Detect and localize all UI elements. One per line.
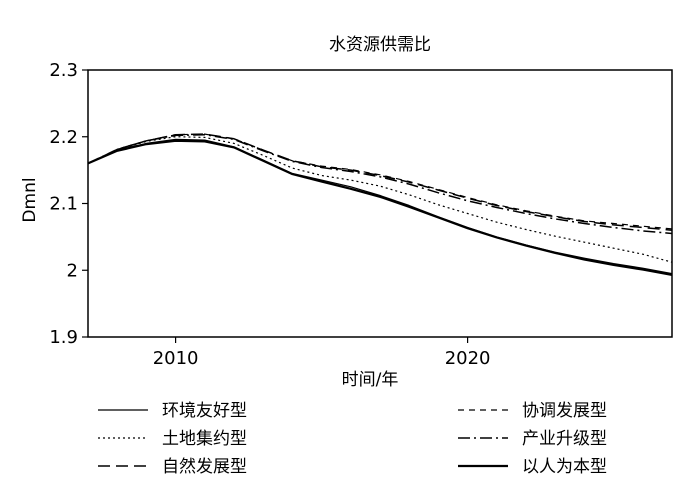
legend-label-5: 产业升级型 — [522, 429, 607, 449]
y-tick-label: 1.9 — [49, 327, 78, 348]
x-axis-ticks: 2010 2020 — [153, 337, 491, 369]
series-lines — [87, 133, 673, 276]
y-axis-ticks: 2.3 2.2 2.1 2 1.9 — [49, 60, 88, 348]
x-tick-label: 2010 — [153, 348, 199, 369]
series-line-1 — [87, 138, 673, 275]
chart-title: 水资源供需比 — [329, 35, 431, 55]
y-axis-title: Dmnl — [20, 177, 40, 222]
series-line-3 — [87, 133, 673, 231]
series-line-2 — [87, 136, 673, 263]
legend-label-6: 以人为本型 — [522, 457, 607, 477]
y-tick-label: 2.3 — [49, 60, 78, 81]
legend-label-2: 土地集约型 — [162, 429, 247, 449]
legend-label-4: 协调发展型 — [522, 401, 607, 421]
x-axis-title: 时间/年 — [342, 370, 399, 390]
legend-label-1: 环境友好型 — [162, 401, 247, 421]
legend-label-3: 自然发展型 — [162, 457, 247, 477]
x-tick-label: 2020 — [445, 348, 491, 369]
plot-frame — [87, 69, 673, 338]
y-tick-label: 2.1 — [49, 194, 78, 215]
series-line-5 — [87, 133, 673, 235]
y-tick-label: 2.2 — [49, 127, 78, 148]
y-tick-label: 2 — [67, 260, 78, 281]
series-line-6 — [87, 139, 673, 276]
series-line-4 — [87, 133, 673, 230]
